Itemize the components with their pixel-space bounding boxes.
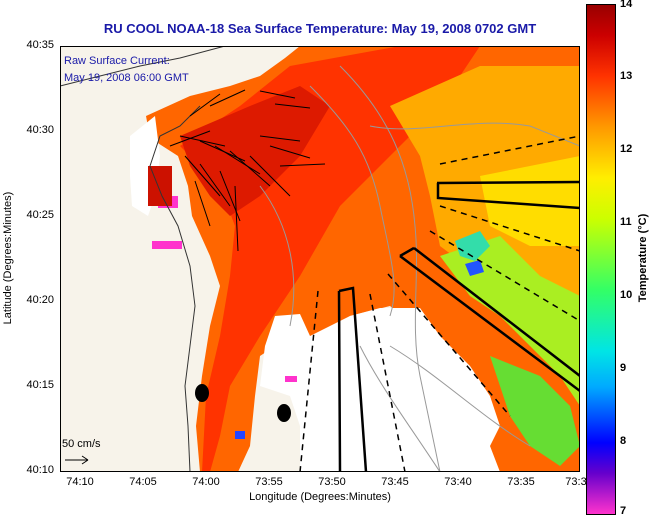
colorbar-tick: 7 — [620, 505, 627, 517]
colorbar-tick: 13 — [620, 70, 633, 82]
x-tick: 73:40 — [444, 476, 472, 488]
plot-frame — [60, 46, 580, 472]
current-vectors — [169, 89, 326, 252]
sst-blue-patch — [465, 260, 484, 276]
y-tick: 40:10 — [26, 464, 54, 476]
legend-line-1: Raw Surface Current: — [64, 55, 170, 67]
x-tick: 73:45 — [381, 476, 409, 488]
cold-patch — [235, 431, 245, 439]
sst-map-canvas — [60, 46, 580, 472]
current-legend: Raw Surface Current: May 19, 2008 06:00 … — [64, 53, 189, 87]
sst-green-south — [490, 356, 580, 466]
x-tick: 73:35 — [507, 476, 535, 488]
scale-arrow — [65, 455, 89, 465]
cloud-gap-south — [260, 308, 500, 472]
y-tick: 40:20 — [26, 294, 54, 306]
x-tick: 73:55 — [255, 476, 283, 488]
x-tick: 74:10 — [66, 476, 94, 488]
mooring-marker — [195, 384, 209, 402]
colorbar-tick: 14 — [620, 0, 633, 10]
hot-patch — [148, 166, 172, 206]
x-tick: 73:50 — [318, 476, 346, 488]
temperature-colorbar — [586, 4, 616, 515]
cold-patch — [152, 241, 182, 249]
transect-boxes — [337, 180, 580, 472]
colorbar-tick: 11 — [620, 216, 632, 228]
transect-dashed-lines — [299, 135, 580, 472]
x-tick: 74:00 — [192, 476, 220, 488]
colorbar-tick: 9 — [620, 362, 627, 374]
y-tick: 40:35 — [26, 39, 54, 51]
scale-label: 50 cm/s — [62, 438, 101, 450]
y-tick: 40:15 — [26, 379, 54, 391]
x-tick: 73:3 — [565, 476, 587, 488]
y-axis-title: Latitude (Degrees:Minutes) — [2, 191, 14, 325]
cold-patch — [285, 376, 297, 382]
sst-map[interactable] — [60, 46, 580, 472]
colorbar-tick: 8 — [620, 435, 627, 447]
colorbar-tick: 10 — [620, 289, 633, 301]
sst-cooler-east — [480, 156, 580, 246]
x-tick: 74:05 — [129, 476, 157, 488]
x-axis-title: Longitude (Degrees:Minutes) — [249, 491, 391, 503]
legend-line-2: May 19, 2008 06:00 GMT — [64, 72, 189, 84]
coastline — [60, 46, 226, 472]
sst-hot-core — [180, 86, 330, 216]
colorbar-tick: 12 — [620, 143, 633, 155]
sst-cyan-band — [455, 231, 490, 261]
y-tick: 40:25 — [26, 209, 54, 221]
bathymetry-contours — [259, 65, 580, 472]
map-title: RU COOL NOAA-18 Sea Surface Temperature:… — [103, 21, 537, 36]
mooring-marker — [277, 404, 291, 422]
y-tick: 40:30 — [26, 124, 54, 136]
colorbar-title: Temperature (°C) — [637, 213, 649, 303]
